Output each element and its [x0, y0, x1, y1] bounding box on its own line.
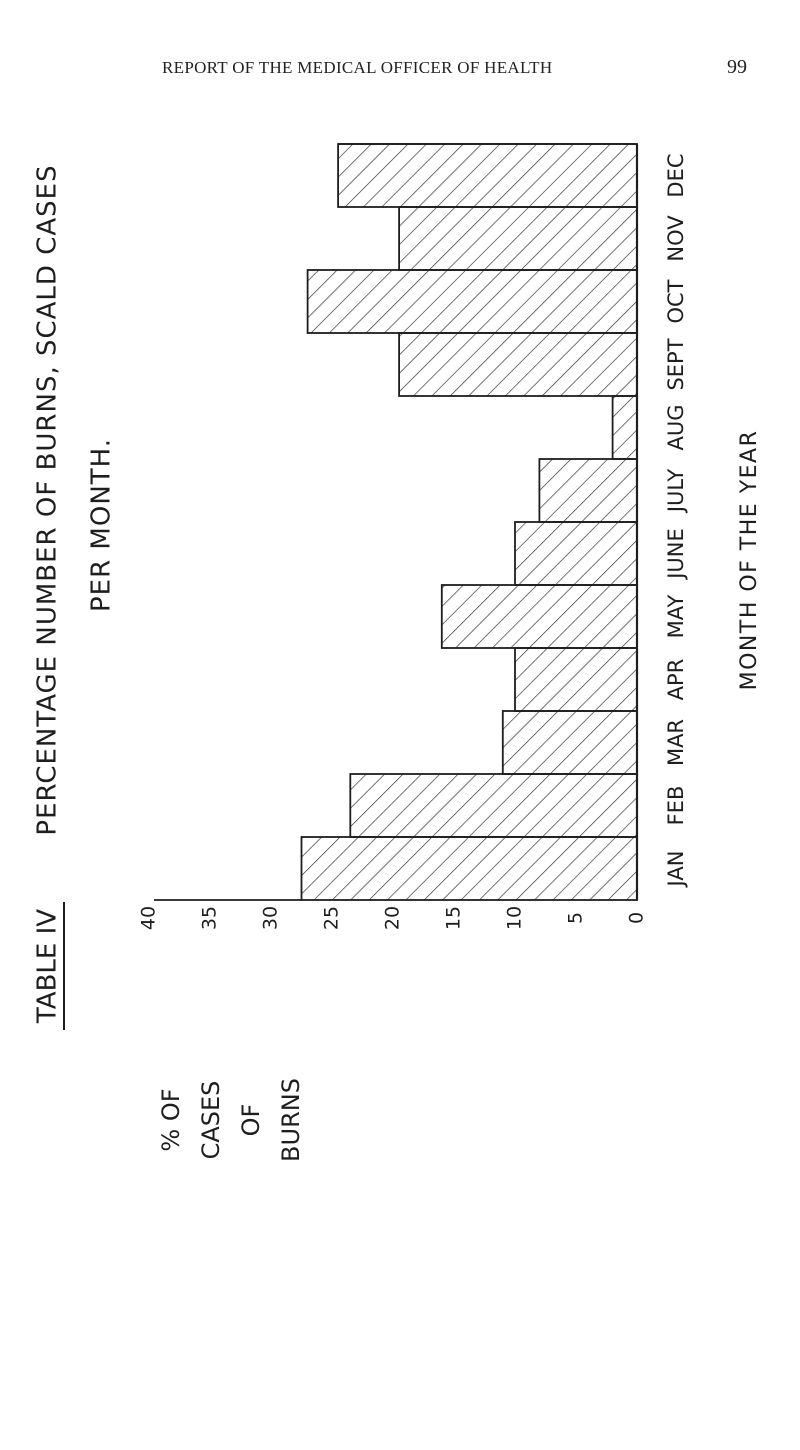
bar-nov — [398, 206, 638, 271]
ytick-label-0: 0 — [626, 912, 648, 924]
ytick-label-5: 5 — [565, 912, 587, 924]
bar-dec — [337, 143, 638, 208]
month-label-feb: FEB — [664, 786, 688, 826]
yaxis-title-line-2: CASES — [197, 1081, 225, 1160]
plot-area: 0 5 10 15 20 25 30 35 40 JAN FEB MAR APR MAY JUNE JULY A… — [33, 143, 762, 1162]
page-header: REPORT OF THE MEDICAL OFFICER OF HEALTH … — [0, 56, 800, 88]
bar-june — [514, 521, 638, 586]
month-label-dec: DEC — [664, 153, 688, 197]
bar-apr — [514, 647, 638, 712]
month-label-oct: OCT — [664, 279, 688, 323]
chart-title-line1: PERCENTAGE NUMBER OF BURNS, SCALD CASES — [33, 164, 63, 835]
chart-title-line2: PER MONTH. — [87, 438, 117, 612]
month-label-may: MAY — [664, 594, 688, 638]
yaxis-title-line-3: OF — [237, 1104, 265, 1137]
month-label-nov: NOV — [664, 215, 688, 262]
ytick-label-25: 25 — [321, 906, 343, 930]
ytick-label-20: 20 — [382, 906, 404, 930]
month-label-apr: APR — [664, 659, 688, 701]
xaxis-title: MONTH OF THE YEAR — [737, 430, 762, 691]
month-label-aug: AUG — [664, 404, 688, 450]
bar-feb — [349, 773, 638, 838]
ytick-label-35: 35 — [199, 906, 221, 930]
yaxis-title-line-1: % OF — [157, 1088, 185, 1151]
month-label-sept: SEPT — [664, 338, 688, 390]
bar-oct — [306, 269, 638, 334]
bar-sept — [398, 332, 638, 397]
ytick-label-15: 15 — [443, 906, 465, 930]
ytick-label-40: 40 — [138, 906, 160, 930]
bar-jan — [300, 836, 638, 901]
ytick-label-30: 30 — [260, 906, 282, 930]
bar-aug — [611, 395, 638, 460]
bar-july — [538, 458, 638, 523]
ytick-label-10: 10 — [504, 906, 526, 930]
month-label-june: JUNE — [664, 528, 688, 581]
month-label-july: JULY — [664, 469, 688, 514]
bar-may — [440, 584, 638, 649]
page-number: 99 — [727, 56, 747, 78]
table-label: TABLE IV — [33, 909, 63, 1024]
month-label-mar: MAR — [664, 719, 688, 766]
yaxis-title-line-4: BURNS — [277, 1078, 305, 1162]
running-head: REPORT OF THE MEDICAL OFFICER OF HEALTH — [162, 58, 553, 77]
month-label-jan: JAN — [664, 851, 688, 889]
bar-mar — [501, 710, 638, 775]
